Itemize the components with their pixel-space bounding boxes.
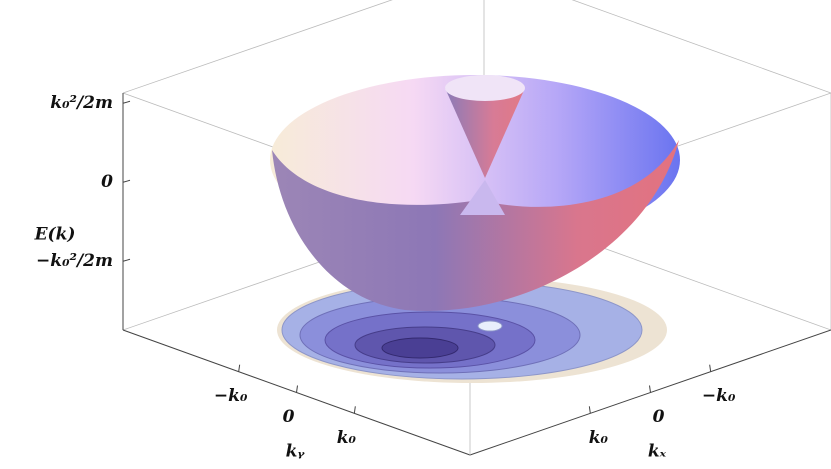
z-tick-label: 0 <box>101 172 113 192</box>
x-axis-label: 𝒌ₓ <box>648 442 667 462</box>
surface <box>270 75 680 311</box>
x-tick-label: k₀ <box>589 428 609 448</box>
y-tick <box>353 406 356 414</box>
cone-top <box>445 75 525 101</box>
y-tick-label: −k₀ <box>214 386 248 406</box>
x-tick-label: −k₀ <box>702 386 736 406</box>
contour <box>477 320 503 332</box>
x-tick <box>709 364 712 372</box>
z-tick <box>122 258 131 262</box>
bowl-outer <box>272 140 679 311</box>
box-edge <box>122 0 393 94</box>
lower-cone <box>460 180 505 215</box>
y-tick-label: 0 <box>283 407 295 427</box>
box-edge <box>571 0 831 94</box>
contour <box>381 337 459 359</box>
z-tick-label: k₀²/2m <box>50 93 113 113</box>
x-tick <box>649 385 651 393</box>
contour-plot <box>277 277 667 383</box>
z-tick-label: −k₀²/2m <box>36 251 113 271</box>
z-axis-label: E(𝒌) <box>34 225 76 245</box>
z-tick <box>122 100 131 104</box>
x-tick-label: 0 <box>653 407 665 427</box>
y-tick <box>296 385 298 393</box>
y-axis-label: 𝒌ᵧ <box>286 442 306 462</box>
y-tick-label: k₀ <box>337 428 357 448</box>
y-tick <box>238 364 241 372</box>
upper-cone <box>445 88 525 178</box>
z-tick <box>122 179 131 183</box>
x-tick <box>588 406 591 414</box>
